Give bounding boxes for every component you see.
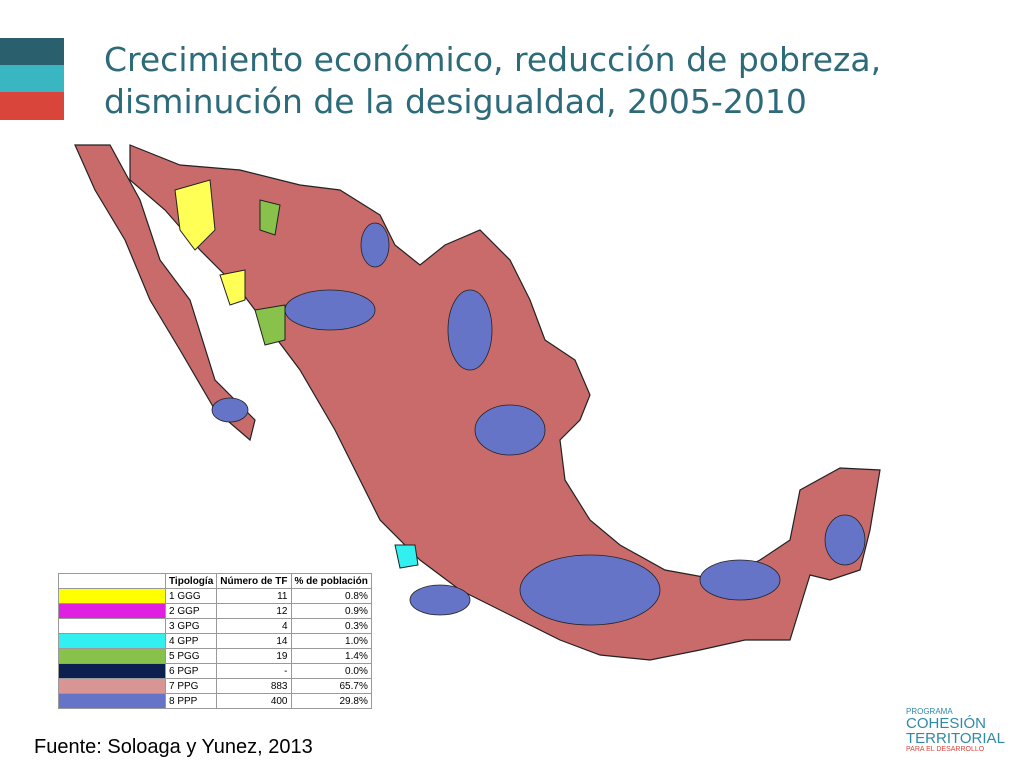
baja-california [74,144,256,442]
swatch [58,633,166,649]
cell: 2 GGP [164,603,218,619]
source: Fuente: Soloaga y Yunez, 2013 [34,736,313,758]
region [824,514,866,566]
swatch [58,678,166,694]
header-row: Tipología Número de TF% de población [58,573,372,589]
cell: 1.4% [290,648,372,664]
cell: 0.8% [290,588,372,604]
region [211,397,249,423]
cell: 5 PGG [164,648,218,664]
swatch [58,588,166,604]
cell: - [216,663,292,679]
legend-table: Tipología Número de TF% de población 1 GGG… [58,573,372,709]
column-header: Número de TF [216,573,292,589]
logo-text: PROGRAMA [906,707,953,716]
cell: 1 GGG [164,588,218,604]
pgg-region [254,304,286,346]
swatch [58,618,166,634]
table-row: 8 PPP 400 29.8% [58,693,372,709]
ggg-region [219,269,246,306]
table-row: 5 PGG 19 1.4% [58,648,372,664]
cell: 14 [216,633,292,649]
gpp-region [394,544,419,569]
logo-text: PARA EL DESARROLLO [906,746,985,753]
region [409,584,471,616]
region [519,554,661,626]
pgg-region [259,199,281,236]
cell: 7 PPG [164,678,218,694]
swatch-header [58,573,166,589]
accent-bar [0,38,64,65]
title-line: Crecimiento económico, reducción de pobr… [104,40,882,79]
region [474,404,546,456]
logo-text: COHESIÓN [906,715,987,732]
logo-text: TERRITORIAL [906,730,1005,747]
table-row: 7 PPG 883 65.7% [58,678,372,694]
cell: 0.0% [290,663,372,679]
table-row: 2 GGP 12 0.9% [58,603,372,619]
swatch [58,648,166,664]
cell: 0.3% [290,618,372,634]
cell: 6 PGP [164,663,218,679]
column-header: Tipología [164,573,218,589]
cell: 400 [216,693,292,709]
cell: 8 PPP [164,693,218,709]
cell: 4 GPP [164,633,218,649]
swatch [58,693,166,709]
table-row: 3 GPG 4 0.3% [58,618,372,634]
cell: 3 GPG [164,618,218,634]
ppp-regions [211,222,866,626]
swatch [58,603,166,619]
cell: 883 [216,678,292,694]
region [360,222,390,268]
region [699,559,781,601]
accent-bar [0,92,64,120]
accent-bar [0,65,64,92]
region [284,289,376,331]
cell: 11 [216,588,292,604]
table-row: 1 GGG 11 0.8% [58,588,372,604]
cell: 65.7% [290,678,372,694]
column-header: % de población [290,573,372,589]
cell: 1.0% [290,633,372,649]
swatch [58,663,166,679]
table-row: 6 PGP -0.0% [58,663,372,679]
cell: 29.8% [290,693,372,709]
cell: 19 [216,648,292,664]
title-line: disminución de la desigualdad, 2005-2010 [104,82,807,121]
mainland [129,144,881,661]
region [447,289,493,371]
table-row: 4 GPP 14 1.0% [58,633,372,649]
logo: PROGRAMA COHESIÓN TERRITORIAL PARA EL DE… [906,707,1005,754]
ggg-region [174,179,216,251]
cell: 0.9% [290,603,372,619]
cell: 12 [216,603,292,619]
cell: 4 [216,618,292,634]
